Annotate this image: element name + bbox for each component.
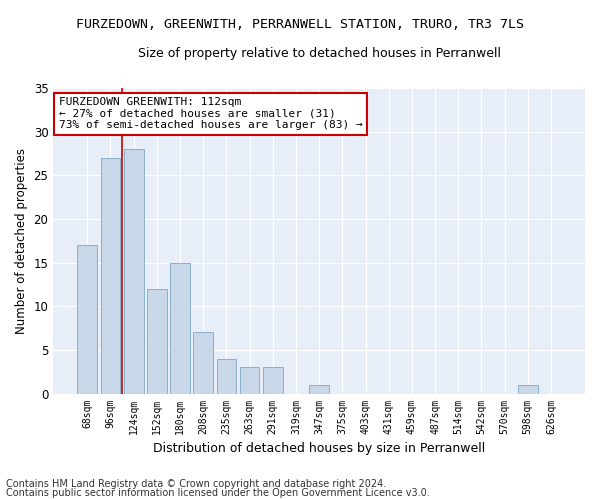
Text: Contains public sector information licensed under the Open Government Licence v3: Contains public sector information licen… [6, 488, 430, 498]
Y-axis label: Number of detached properties: Number of detached properties [15, 148, 28, 334]
Bar [193, 332, 213, 394]
Text: FURZEDOWN GREENWITH: 112sqm
← 27% of detached houses are smaller (31)
73% of sem: FURZEDOWN GREENWITH: 112sqm ← 27% of det… [59, 97, 362, 130]
Bar [101, 158, 121, 394]
Bar [124, 149, 143, 394]
Bar [240, 368, 259, 394]
Title: Size of property relative to detached houses in Perranwell: Size of property relative to detached ho… [137, 48, 500, 60]
Bar [518, 385, 538, 394]
Bar [217, 358, 236, 394]
Text: FURZEDOWN, GREENWITH, PERRANWELL STATION, TRURO, TR3 7LS: FURZEDOWN, GREENWITH, PERRANWELL STATION… [76, 18, 524, 30]
X-axis label: Distribution of detached houses by size in Perranwell: Distribution of detached houses by size … [153, 442, 485, 455]
Bar [170, 262, 190, 394]
Bar [263, 368, 283, 394]
Bar [309, 385, 329, 394]
Text: Contains HM Land Registry data © Crown copyright and database right 2024.: Contains HM Land Registry data © Crown c… [6, 479, 386, 489]
Bar [77, 245, 97, 394]
Bar [147, 289, 167, 394]
